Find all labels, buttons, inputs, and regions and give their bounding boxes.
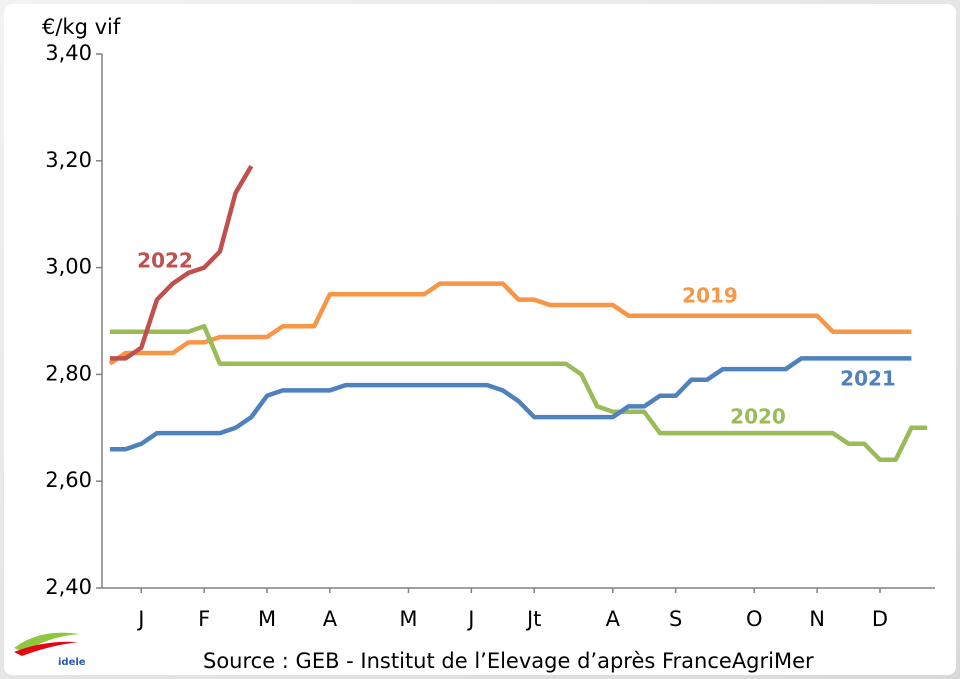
x-tick-label: F [198, 607, 210, 631]
y-tick-label: 3,20 [45, 148, 92, 172]
y-tick-label: 3,00 [45, 255, 92, 279]
source-note: Source : GEB - Institut de l’Elevage d’a… [203, 649, 814, 673]
x-tick-label: A [323, 607, 338, 631]
series-label: 2020 [730, 405, 786, 429]
x-tick-label: M [399, 607, 417, 631]
x-tick-label: N [809, 607, 825, 631]
series-label: 2022 [137, 249, 193, 273]
x-tick-label: J [466, 607, 474, 631]
series-line [109, 164, 254, 361]
y-axis-label: €/kg vif [42, 15, 121, 39]
series-line [109, 356, 912, 452]
series-line [108, 281, 912, 366]
y-tick-label: 2,80 [45, 361, 92, 385]
x-tick-label: J [136, 607, 144, 631]
x-tick-label: S [669, 607, 682, 631]
series-label: 2021 [840, 367, 896, 391]
x-tick-label: A [606, 607, 621, 631]
x-tick-label: D [872, 607, 888, 631]
y-tick-label: 2,40 [45, 575, 92, 599]
x-tick-label: M [258, 607, 276, 631]
chart-area [4, 4, 956, 675]
y-tick-label: 3,40 [45, 41, 92, 65]
series-label: 2019 [682, 284, 738, 308]
logo-text: idele [58, 657, 86, 668]
logo: idele [14, 632, 86, 668]
x-tick-label: Jt [525, 607, 541, 631]
logo-swoosh [14, 641, 78, 656]
y-tick-label: 2,60 [45, 468, 92, 492]
x-tick-label: O [746, 607, 763, 631]
series-line [109, 324, 928, 463]
